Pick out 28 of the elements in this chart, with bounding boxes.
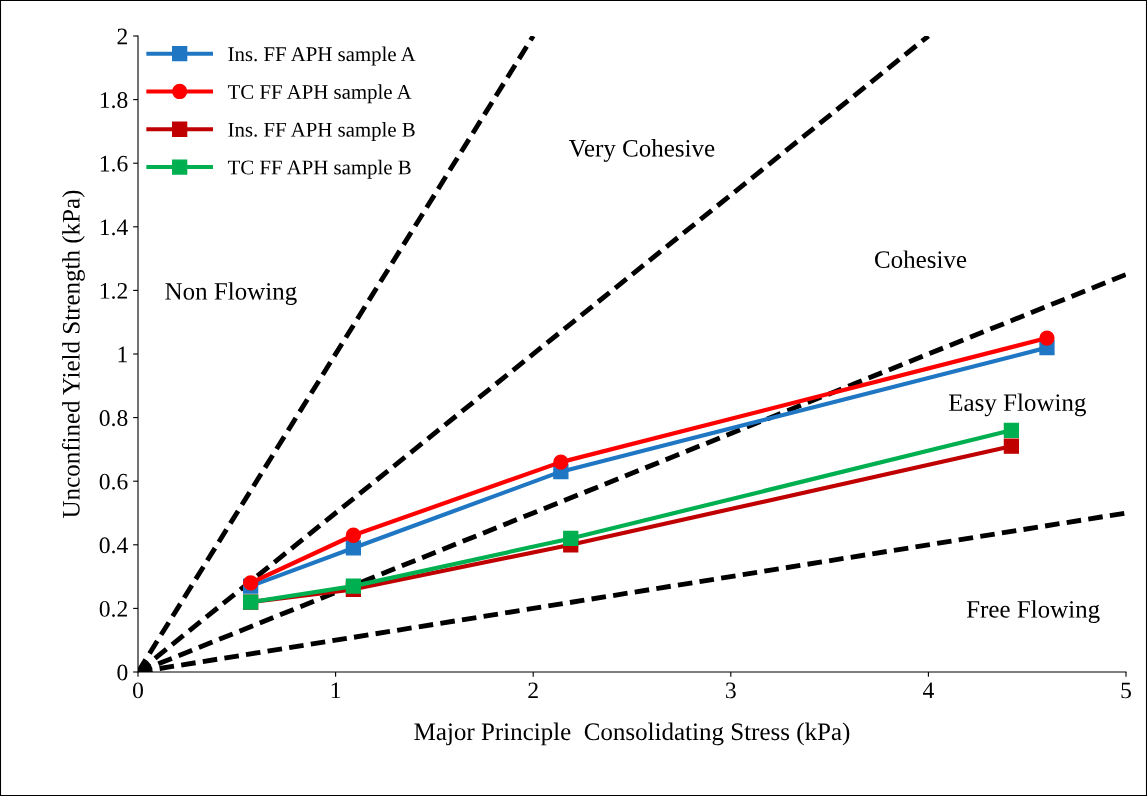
x-tick-label: 2 — [528, 682, 538, 699]
annotation: Non Flowing — [165, 282, 297, 305]
y-axis-title: Unconfined Yield Strength (kPa) — [61, 190, 85, 518]
y-tick-label: 0.2 — [99, 600, 127, 617]
x-tick-label: 4 — [922, 682, 934, 699]
x-axis-title: Major Principle Consolidating Stress (kPa) — [414, 722, 850, 746]
y-tick-label: 2 — [117, 28, 127, 45]
y-tick-label: 1.2 — [100, 282, 127, 299]
y-tick-label: 0.6 — [99, 473, 128, 490]
x-tick-label: 0 — [133, 682, 143, 699]
y-tick-label: 1.4 — [100, 219, 128, 236]
legend-label: TC FF APH sample A — [227, 84, 412, 104]
y-tick-label: 1.8 — [100, 92, 128, 109]
annotation: Very Cohesive — [568, 139, 715, 162]
annotation: Free Flowing — [966, 600, 1100, 623]
x-tick-label: 3 — [726, 682, 736, 699]
y-tick-label: 0.8 — [99, 410, 128, 427]
y-tick-label: 1.6 — [100, 155, 128, 172]
x-tick-label: 1 — [331, 682, 341, 699]
legend-label: Ins. FF APH sample A — [228, 46, 416, 66]
y-tick-label: 0 — [117, 664, 128, 681]
annotation: Easy Flowing — [948, 393, 1086, 417]
annotation: Cohesive — [875, 250, 967, 269]
legend-label: TC FF APH sample B — [227, 159, 411, 179]
x-tick-label: 5 — [1121, 682, 1131, 699]
legend-label: Ins. FF APH sample B — [228, 122, 415, 141]
y-tick-label: 0.4 — [99, 537, 128, 554]
y-tick-label: 1 — [118, 346, 127, 363]
